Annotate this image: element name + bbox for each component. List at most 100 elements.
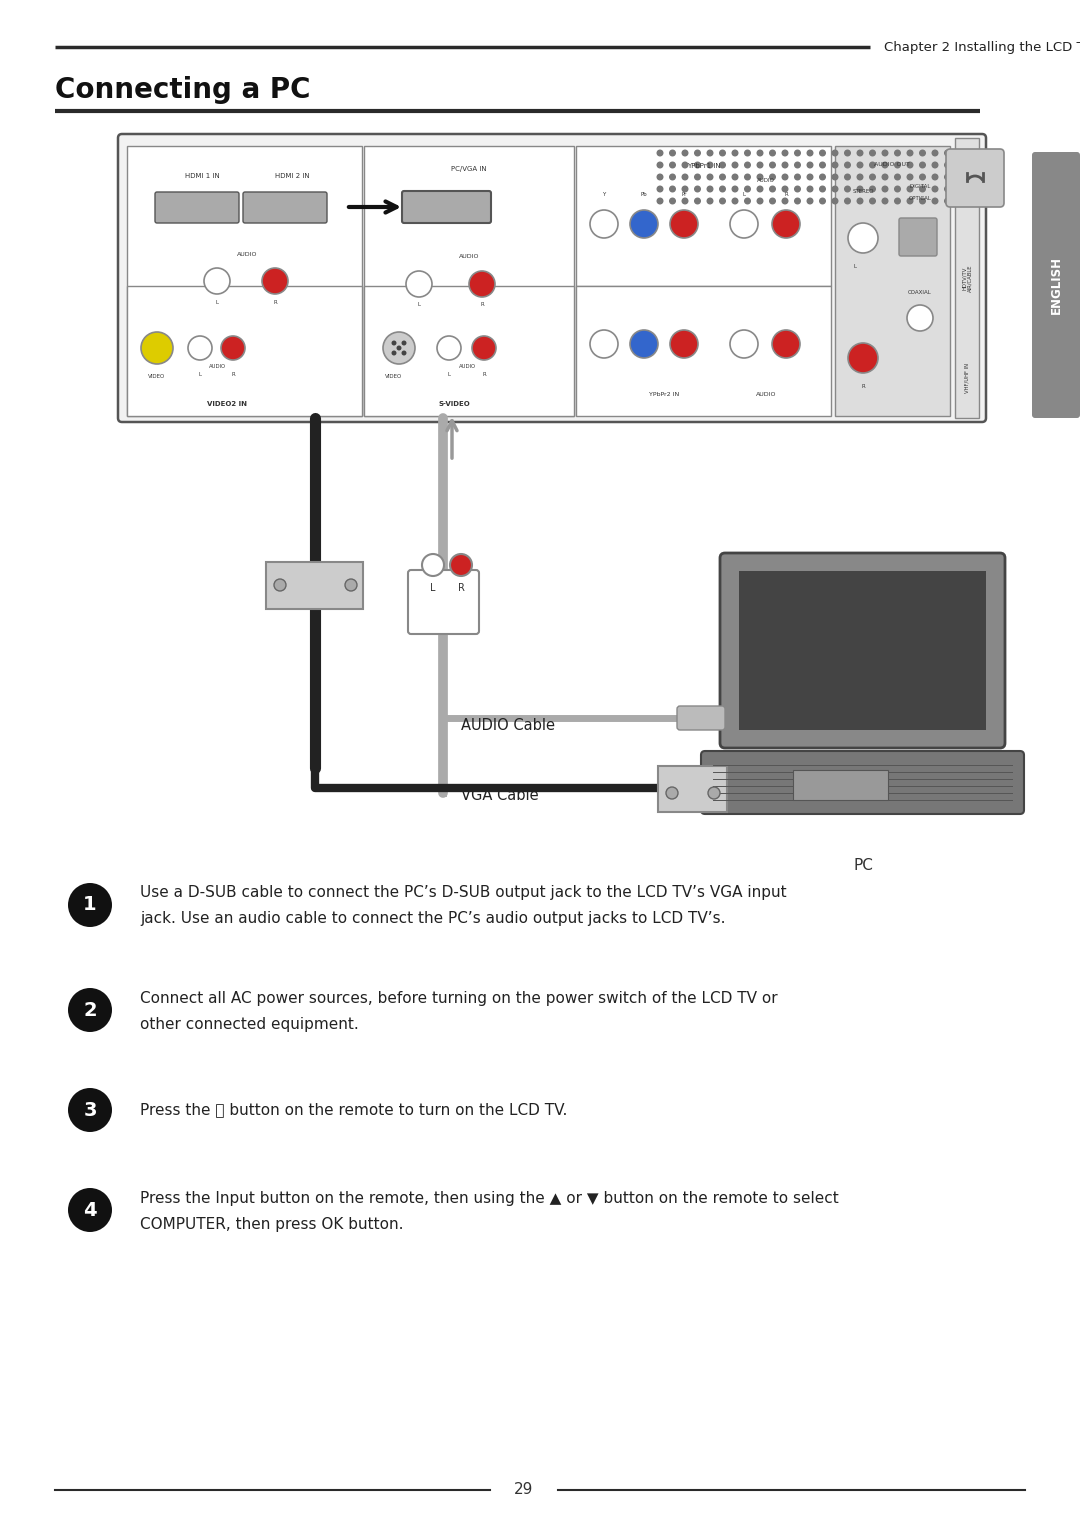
Circle shape (820, 150, 825, 156)
Text: Chapter 2 Installing the LCD TV: Chapter 2 Installing the LCD TV (885, 40, 1080, 54)
Text: Y: Y (603, 192, 606, 198)
Circle shape (694, 175, 700, 179)
Circle shape (732, 150, 738, 156)
Circle shape (658, 162, 663, 169)
Text: STEREO: STEREO (852, 188, 874, 195)
Circle shape (869, 150, 875, 156)
Circle shape (845, 150, 850, 156)
Circle shape (945, 187, 950, 192)
Circle shape (745, 198, 751, 204)
Circle shape (807, 150, 813, 156)
FancyBboxPatch shape (658, 766, 727, 812)
Text: VGA Cable: VGA Cable (461, 789, 539, 803)
Circle shape (469, 271, 495, 297)
Circle shape (770, 175, 775, 179)
Circle shape (757, 198, 762, 204)
Text: YPbPr2 IN: YPbPr2 IN (649, 392, 679, 397)
Circle shape (869, 175, 875, 179)
Circle shape (932, 187, 937, 192)
Circle shape (833, 162, 838, 169)
Circle shape (770, 187, 775, 192)
Circle shape (757, 150, 762, 156)
Bar (835, 146, 950, 417)
Circle shape (345, 579, 357, 591)
Circle shape (68, 1088, 112, 1132)
Circle shape (833, 175, 838, 179)
Text: 4: 4 (83, 1201, 97, 1219)
Text: AUDIO Cable: AUDIO Cable (461, 717, 555, 732)
Circle shape (770, 198, 775, 204)
Circle shape (732, 162, 738, 169)
Circle shape (694, 187, 700, 192)
Circle shape (807, 175, 813, 179)
Circle shape (795, 175, 800, 179)
Circle shape (391, 340, 396, 346)
Circle shape (882, 198, 888, 204)
Text: R: R (861, 385, 865, 389)
Circle shape (882, 150, 888, 156)
Text: Use a D-SUB cable to connect the PC’s D-SUB output jack to the LCD TV’s VGA inpu: Use a D-SUB cable to connect the PC’s D-… (140, 885, 786, 901)
Circle shape (833, 198, 838, 204)
Circle shape (932, 150, 937, 156)
Circle shape (945, 150, 950, 156)
Circle shape (858, 175, 863, 179)
Circle shape (670, 162, 675, 169)
FancyBboxPatch shape (946, 149, 1004, 207)
Text: R: R (273, 300, 276, 305)
Circle shape (869, 198, 875, 204)
FancyBboxPatch shape (402, 192, 491, 224)
Text: L: L (216, 300, 218, 305)
Text: AUDIO: AUDIO (459, 254, 480, 259)
Circle shape (68, 882, 112, 927)
Circle shape (745, 150, 751, 156)
Circle shape (707, 187, 713, 192)
Circle shape (68, 988, 112, 1033)
Circle shape (188, 336, 212, 360)
Circle shape (782, 175, 787, 179)
Text: R: R (458, 584, 464, 593)
Text: AUDIO: AUDIO (237, 251, 257, 257)
Circle shape (670, 210, 698, 237)
Circle shape (907, 150, 913, 156)
Circle shape (719, 198, 726, 204)
Circle shape (670, 198, 675, 204)
Circle shape (745, 187, 751, 192)
Circle shape (68, 1187, 112, 1232)
Circle shape (820, 175, 825, 179)
Bar (364, 286, 573, 417)
Text: 1: 1 (83, 896, 97, 915)
Circle shape (683, 187, 688, 192)
Bar (127, 146, 362, 417)
Text: jack. Use an audio cable to connect the PC’s audio output jacks to LCD TV’s.: jack. Use an audio cable to connect the … (140, 912, 726, 927)
Text: 29: 29 (514, 1483, 534, 1497)
Circle shape (770, 150, 775, 156)
Text: L: L (199, 372, 202, 377)
Text: YPbPr1 IN: YPbPr1 IN (687, 162, 720, 169)
Circle shape (730, 329, 758, 358)
FancyBboxPatch shape (156, 192, 239, 224)
Bar (739, 571, 986, 731)
Circle shape (882, 175, 888, 179)
Circle shape (590, 329, 618, 358)
Text: PC/VGA IN: PC/VGA IN (451, 165, 487, 172)
Bar (576, 286, 831, 417)
Circle shape (869, 162, 875, 169)
Circle shape (402, 340, 406, 346)
FancyBboxPatch shape (266, 562, 363, 610)
Circle shape (833, 187, 838, 192)
Text: other connected equipment.: other connected equipment. (140, 1017, 359, 1031)
Text: COAXIAL: COAXIAL (908, 290, 932, 296)
Text: 2: 2 (83, 1000, 97, 1019)
Circle shape (757, 162, 762, 169)
Circle shape (845, 175, 850, 179)
Circle shape (833, 150, 838, 156)
Circle shape (920, 198, 926, 204)
Circle shape (391, 351, 396, 355)
FancyBboxPatch shape (118, 133, 986, 421)
Text: L: L (853, 264, 856, 270)
Circle shape (719, 150, 726, 156)
Circle shape (683, 175, 688, 179)
Circle shape (719, 175, 726, 179)
Circle shape (694, 198, 700, 204)
Circle shape (437, 336, 461, 360)
